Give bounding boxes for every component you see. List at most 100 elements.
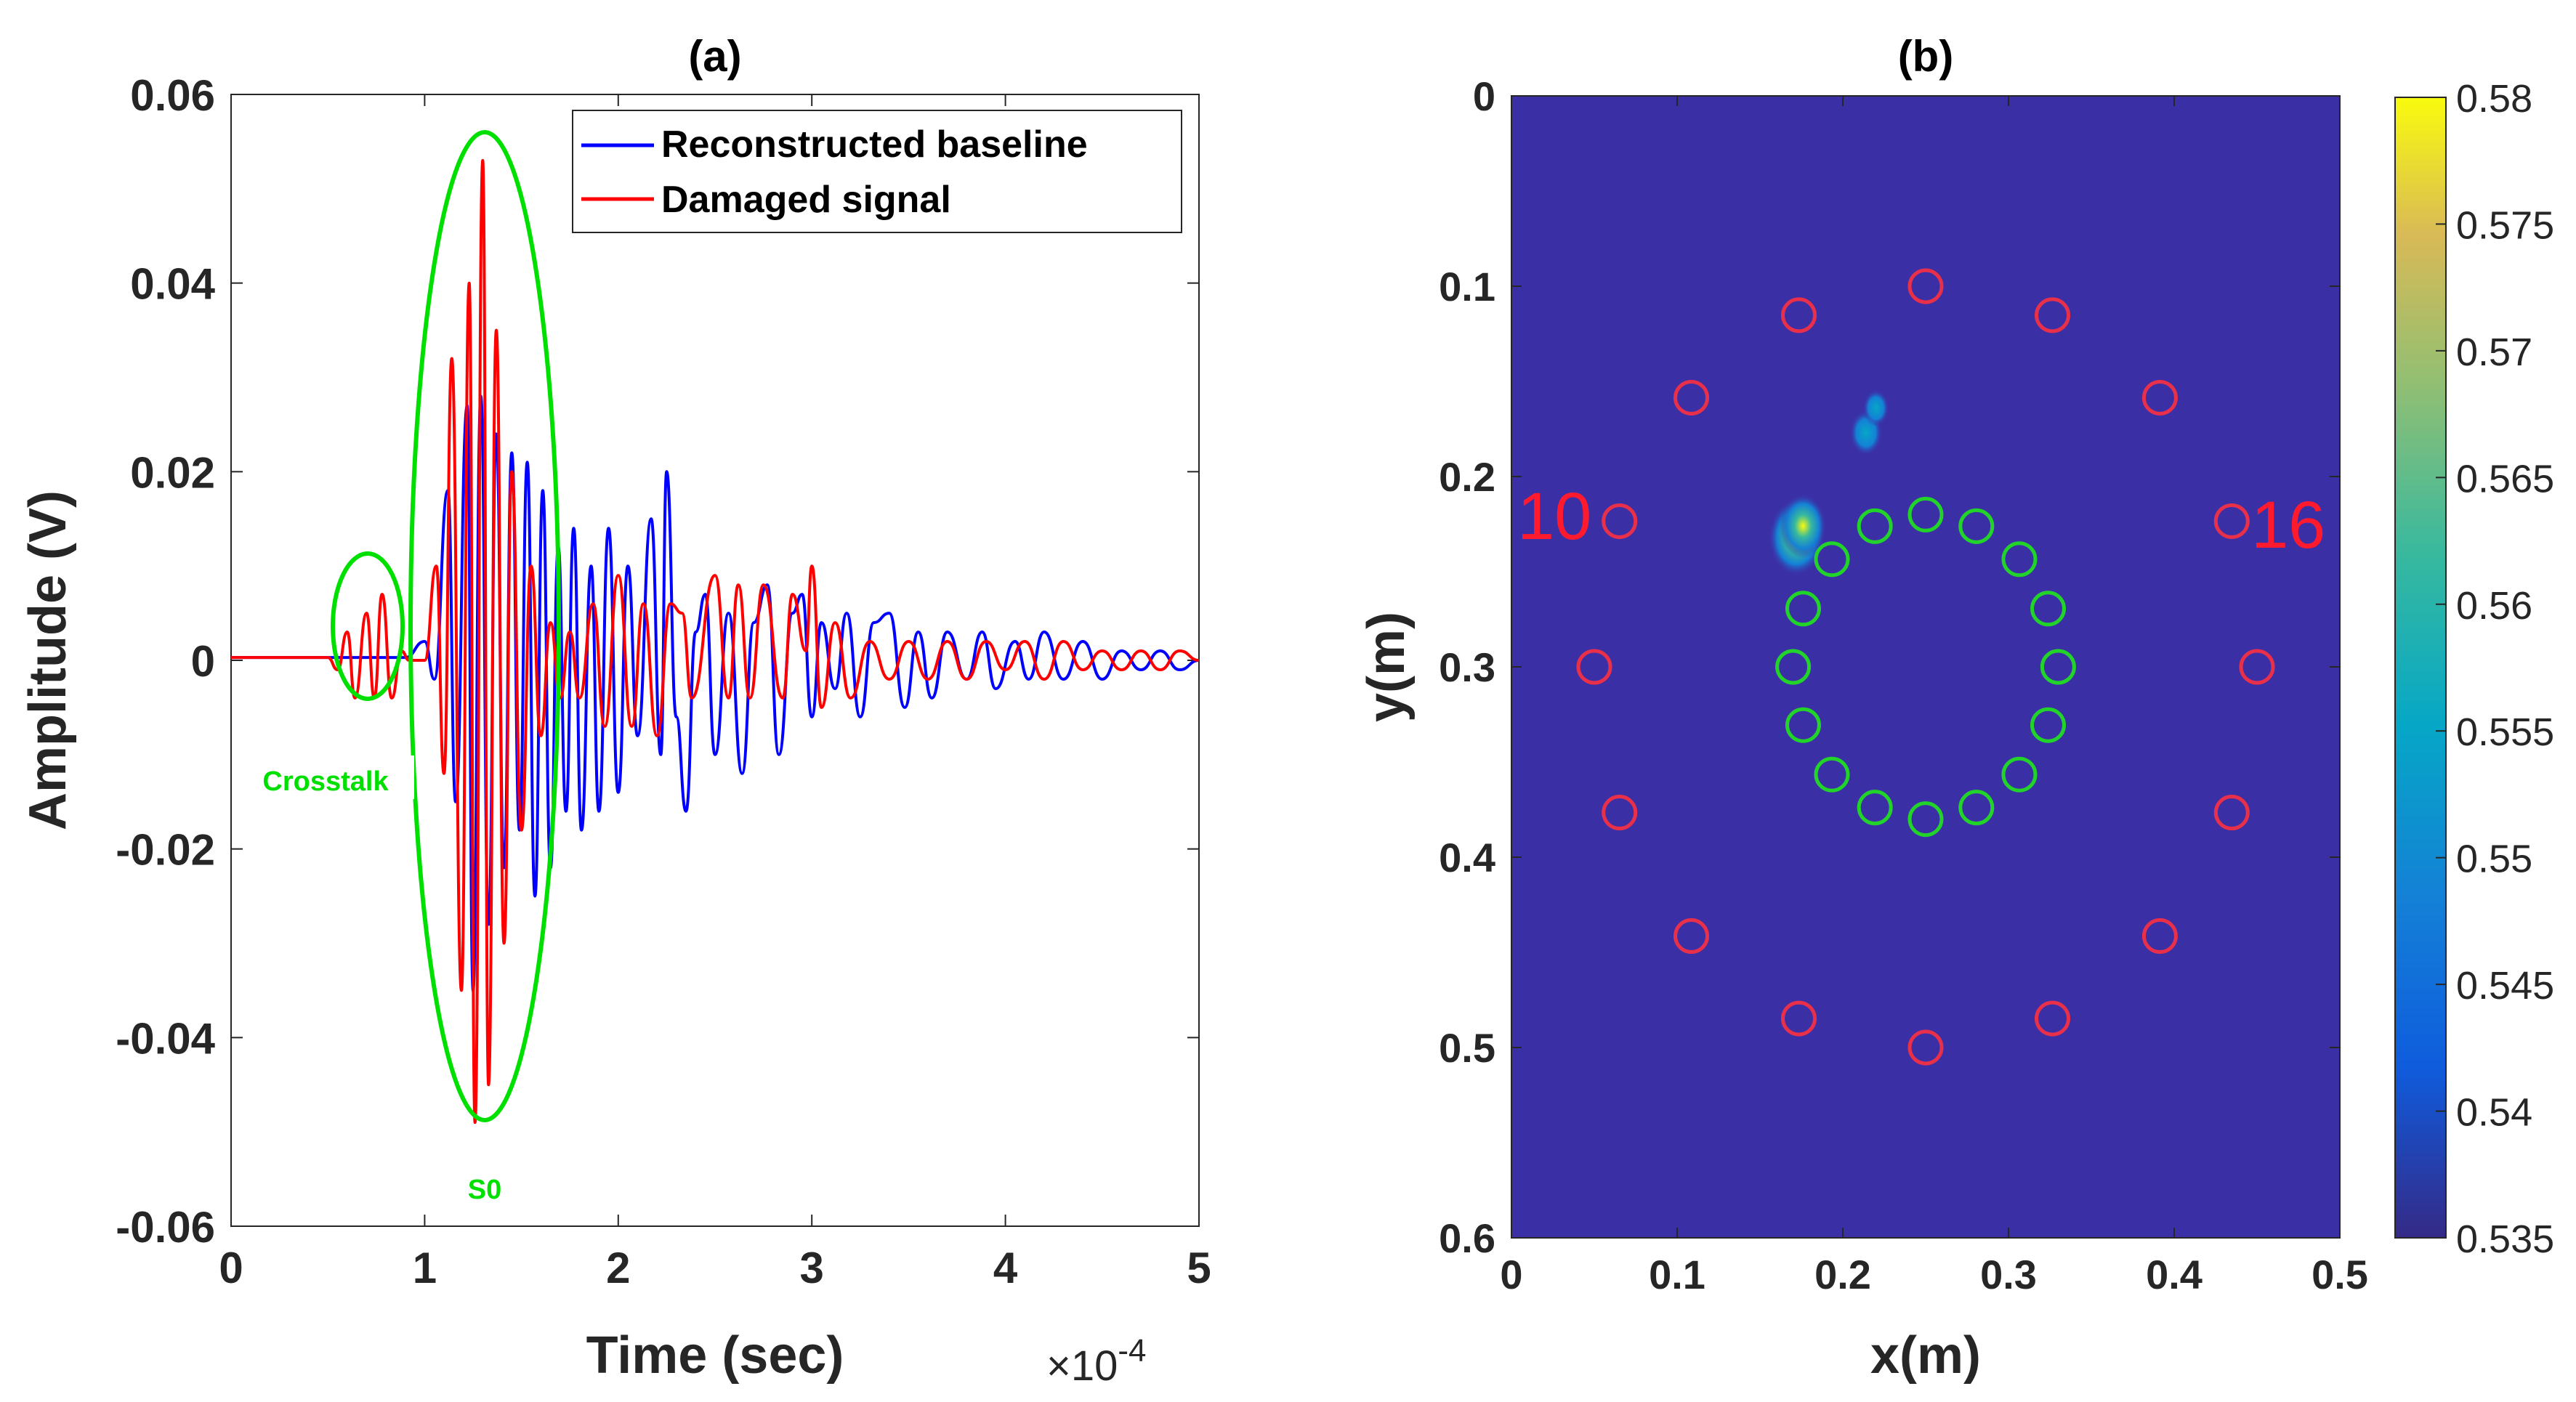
legend-box — [572, 110, 1182, 233]
outer-sensor-marker — [2239, 649, 2275, 685]
panel-a-plot-area — [230, 94, 1200, 1227]
panel-b-xlabel: x(m) — [1870, 1326, 1981, 1385]
panel-a-ylabel: Amplitude (V) — [19, 490, 77, 830]
x-tick-label: 0 — [219, 1244, 243, 1292]
inner-sensor-marker — [2030, 591, 2067, 627]
s0-ellipse — [408, 130, 561, 1122]
outer-sensor-marker — [1907, 1029, 1944, 1066]
colorbar-tick-label: 0.57 — [2456, 331, 2532, 374]
x-tick-label: 5 — [1187, 1244, 1211, 1292]
y-tick-label: 0.02 — [130, 448, 215, 497]
y-tick-label: -0.04 — [116, 1014, 215, 1063]
inner-sensor-marker — [2040, 649, 2076, 685]
legend-label-damaged: Damaged signal — [661, 179, 951, 221]
outer-sensor-marker — [2141, 379, 2178, 416]
inner-sensor-marker — [1857, 790, 1893, 826]
colorbar-tick-label: 0.575 — [2456, 203, 2554, 247]
outer-sensor-marker — [1780, 1000, 1817, 1037]
outer-sensor-marker — [1780, 297, 1817, 333]
outer-sensor-marker — [2213, 795, 2250, 831]
y-tick-label: 0.3 — [1439, 644, 1495, 690]
colorbar-tick-label: 0.535 — [2456, 1217, 2554, 1261]
colorbar-ticks: 0.535 0.54 0.545 0.55 0.555 0.56 0.565 0.57 0.57… — [2436, 77, 2554, 1261]
y-tick-label: 0.2 — [1439, 454, 1495, 500]
panel-a-xlabel: Time (sec) — [586, 1326, 844, 1385]
x-tick-label: 2 — [606, 1244, 630, 1292]
panel-b-ticks: 0 0.1 0.2 0.3 0.4 0.5 0 0.1 0.2 0.3 0.4 0.5 0.6 — [1439, 73, 2368, 1297]
panel-a-exponent: ×10-4 — [1046, 1333, 1147, 1390]
outer-sensor-marker — [1673, 379, 1710, 416]
y-tick-label: 0.1 — [1439, 264, 1495, 309]
x-tick-label: 0.5 — [2311, 1252, 2368, 1297]
heatmap-hotspots — [1768, 389, 1889, 576]
colorbar-tick-label: 0.565 — [2456, 457, 2554, 501]
colorbar-tick-label: 0.55 — [2456, 838, 2532, 881]
colorbar-tick-label: 0.58 — [2456, 77, 2532, 121]
outer-sensor-marker — [2035, 1000, 2071, 1037]
outer-sensor-marker — [2141, 918, 2178, 955]
inner-sensor-marker — [1857, 508, 1893, 544]
s0-label: S0 — [468, 1175, 501, 1205]
y-tick-label: 0.04 — [130, 260, 215, 309]
outer-sensor-marker — [2213, 503, 2250, 539]
inner-sensor-marker — [1785, 591, 1821, 627]
exponent-power: -4 — [1118, 1333, 1146, 1369]
colorbar: 0.535 0.54 0.545 0.55 0.555 0.56 0.565 0.57 0.57… — [2394, 77, 2554, 1261]
panel-b: 0 0.1 0.2 0.3 0.4 0.5 0 0.1 0.2 0.3 0.4 0.5 0.6 10 1… — [1357, 32, 2554, 1385]
panel-a-ticks: 0 1 2 3 4 5 0.06 0.04 0.02 0 -0.02 -0.04 -0.06 — [116, 71, 1211, 1292]
inner-sensor-marker — [1785, 707, 1821, 743]
sensor-label-10: 10 — [1517, 479, 1591, 554]
panel-b-ylabel: y(m) — [1357, 612, 1416, 722]
inner-sensor-marker — [1907, 801, 1944, 838]
sensor-label-16: 16 — [2251, 488, 2325, 562]
inner-sensor-marker — [1958, 790, 1995, 826]
x-tick-label: 0.1 — [1649, 1252, 1705, 1297]
outer-sensor-marker — [1907, 268, 1944, 304]
inner-sensor-marker — [1814, 541, 1850, 578]
x-tick-label: 0.3 — [1980, 1252, 2037, 1297]
y-tick-label: 0.6 — [1439, 1215, 1495, 1261]
panel-a-title: (a) — [688, 32, 741, 81]
x-tick-label: 0.2 — [1814, 1252, 1871, 1297]
colorbar-tick-label: 0.545 — [2456, 964, 2554, 1008]
y-tick-label: -0.02 — [116, 826, 215, 875]
inner-sensor-marker — [1814, 756, 1850, 793]
y-tick-label: 0.06 — [130, 71, 215, 120]
inner-sensor-marker — [1775, 649, 1812, 685]
y-tick-label: -0.06 — [116, 1203, 215, 1252]
inner-sensor-marker — [2030, 707, 2067, 743]
y-tick-label: 0.5 — [1439, 1025, 1495, 1071]
y-tick-label: 0 — [1473, 73, 1495, 119]
outer-sensor-marker — [1602, 795, 1638, 831]
inner-sensor-marker — [1958, 508, 1995, 544]
panel-b-title: (b) — [1898, 32, 1954, 81]
outer-sensor-marker — [1576, 649, 1612, 685]
inner-sensor-marker — [1907, 496, 1944, 532]
damage-hotspot — [1862, 389, 1889, 427]
legend-label-baseline: Reconstructed baseline — [661, 123, 1088, 166]
x-tick-label: 1 — [413, 1244, 437, 1292]
colorbar-tick-label: 0.555 — [2456, 710, 2554, 754]
outer-sensor-marker — [1673, 918, 1710, 955]
exponent-base: ×10 — [1046, 1342, 1118, 1390]
panel-a-lines — [231, 158, 1199, 1125]
colorbar-strip — [2394, 97, 2447, 1239]
x-tick-label: 3 — [800, 1244, 824, 1292]
colorbar-tick-label: 0.56 — [2456, 584, 2532, 628]
heatmap-background — [1511, 95, 2341, 1239]
panel-a: 0 1 2 3 4 5 0.06 0.04 0.02 0 -0.02 -0.04 -0.06 Cross… — [19, 32, 1211, 1390]
damaged-series-line — [231, 158, 1199, 1125]
crosstalk-label-bg — [240, 755, 414, 799]
sensor-array — [1576, 268, 2275, 1066]
outer-sensor-marker — [1602, 503, 1638, 539]
colorbar-tick-label: 0.54 — [2456, 1091, 2532, 1135]
inner-sensor-marker — [2001, 541, 2038, 578]
x-tick-label: 0.4 — [2146, 1252, 2202, 1297]
crosstalk-ellipse — [331, 551, 405, 701]
x-tick-label: 0 — [1500, 1252, 1522, 1297]
y-tick-label: 0 — [191, 637, 215, 686]
x-tick-label: 4 — [993, 1244, 1018, 1292]
damage-hotspot — [1780, 494, 1827, 559]
panel-a-legend: Reconstructed baseline Damaged signal — [572, 110, 1182, 233]
